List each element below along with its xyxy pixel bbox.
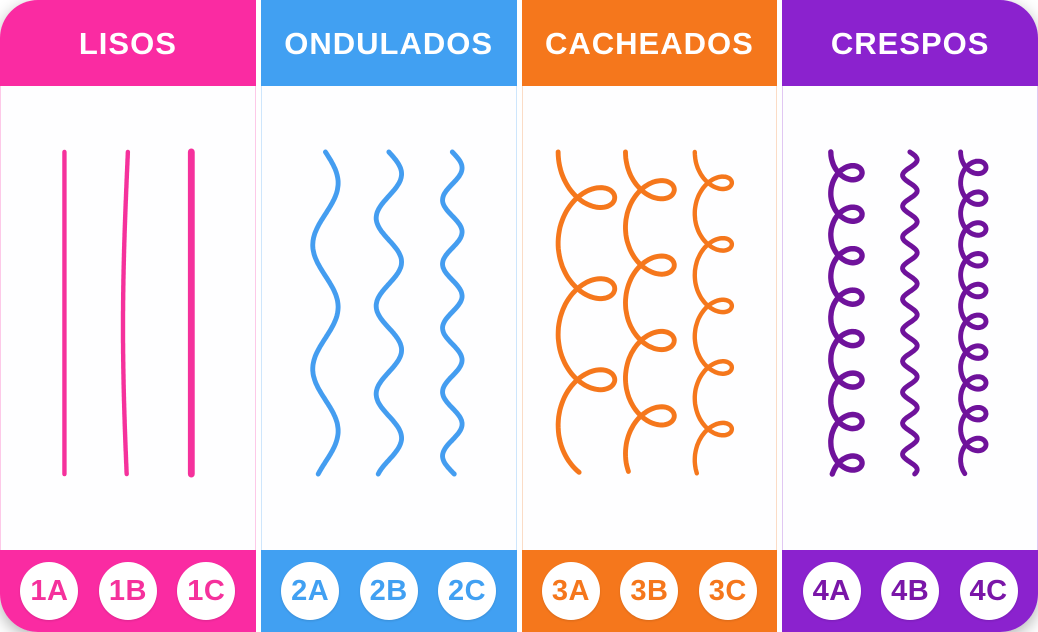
strand-panel [260, 86, 517, 550]
type-badge-label: 4C [969, 574, 1008, 607]
type-badge-label: 1A [30, 574, 69, 607]
column-footer-ondulados: 2A 2B 2C [260, 550, 517, 632]
hair-strand-3a [555, 149, 617, 475]
type-badge-label: 3C [708, 574, 747, 607]
strand-illustration [828, 149, 989, 477]
type-badge-2c: 2C [438, 562, 497, 620]
type-badge-label: 1B [108, 574, 147, 607]
strand-illustration [62, 148, 195, 478]
type-badge-label: 2A [291, 574, 330, 607]
column-title: CRESPOS [830, 25, 990, 61]
hair-strand-3b [622, 149, 677, 474]
type-badge-2a: 2A [281, 562, 340, 620]
type-badge-1a: 1A [20, 562, 79, 620]
type-badge-label: 1C [187, 574, 226, 607]
strand-panel [521, 86, 778, 550]
column-ondulados: ONDULADOS 2A 2B 2C [260, 0, 517, 632]
hair-strand-4a [828, 149, 865, 477]
hair-strand-2b [373, 149, 404, 477]
type-badge-label: 3A [551, 574, 590, 607]
type-badge-label: 4A [812, 574, 851, 607]
hair-strand-2c [439, 149, 465, 477]
column-cacheados: CACHEADOS 3A 3B 3C [521, 0, 778, 632]
hair-strand-3c [692, 149, 734, 476]
strand-panel [782, 86, 1038, 550]
column-header: ONDULADOS [260, 0, 517, 86]
column-header: CACHEADOS [521, 0, 778, 86]
type-badge-4c: 4C [959, 562, 1018, 620]
column-crespos: CRESPOS 4A 4B 4C [782, 0, 1038, 632]
type-badge-3c: 3C [698, 562, 757, 620]
type-badge-1b: 1B [98, 562, 157, 620]
strand-panel [0, 86, 256, 550]
column-title: LISOS [78, 25, 177, 61]
column-header: CRESPOS [782, 0, 1038, 86]
type-badge-4b: 4B [881, 562, 940, 620]
type-badge-4a: 4A [802, 562, 861, 620]
column-lisos: LISOS 1A 1B 1C [0, 0, 256, 632]
hair-strand-2a [310, 149, 341, 477]
hair-strand-4b [900, 149, 920, 477]
column-footer-lisos: 1A 1B 1C [0, 550, 256, 632]
column-header: LISOS [0, 0, 256, 86]
column-title: ONDULADOS [284, 25, 494, 61]
type-badge-2b: 2B [359, 562, 418, 620]
strand-illustration [310, 149, 465, 477]
type-badge-label: 3B [630, 574, 669, 607]
type-badge-1c: 1C [177, 562, 236, 620]
column-footer-cacheados: 3A 3B 3C [521, 550, 778, 632]
strand-illustration [555, 149, 734, 476]
column-title: CACHEADOS [544, 25, 754, 61]
column-footer-crespos: 4A 4B 4C [782, 550, 1038, 632]
type-badge-label: 4B [891, 574, 930, 607]
type-badge-3b: 3B [620, 562, 679, 620]
hair-strand-1b [120, 149, 131, 477]
type-badge-label: 2B [369, 574, 408, 607]
hair-strand-4c [958, 149, 989, 477]
type-badge-label: 2C [448, 574, 487, 607]
type-badge-3a: 3A [541, 562, 600, 620]
